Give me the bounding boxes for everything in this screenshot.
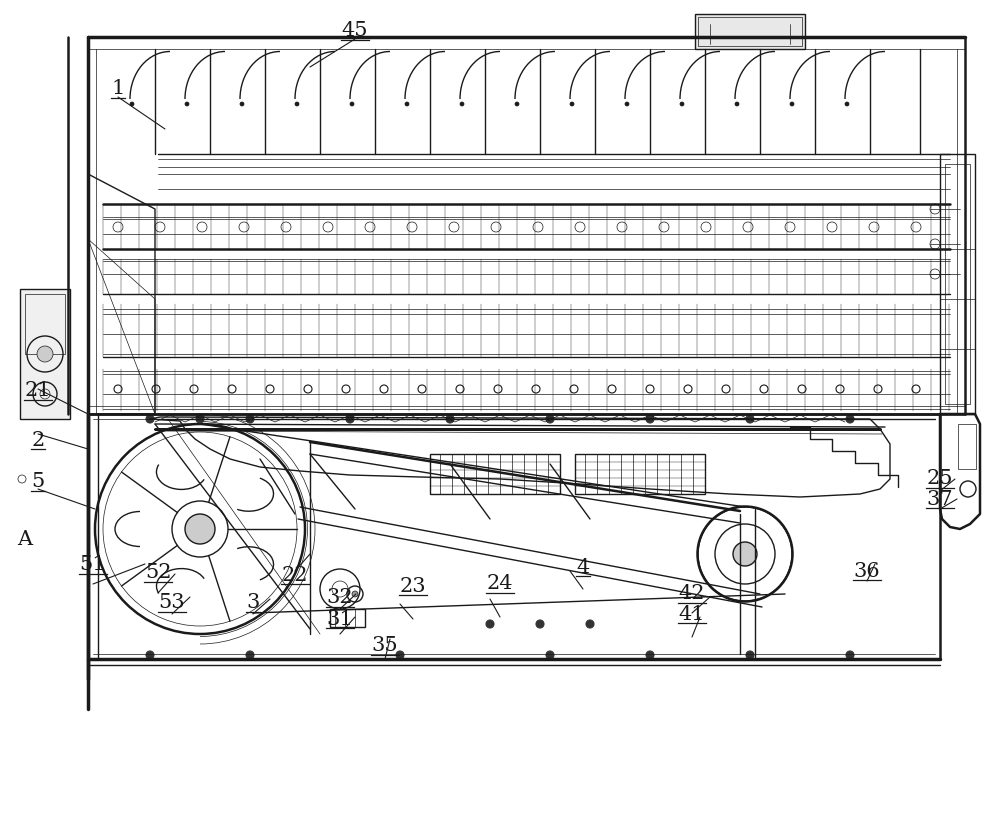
Circle shape <box>350 103 354 107</box>
Text: 4: 4 <box>576 557 590 576</box>
Text: 1: 1 <box>111 79 125 98</box>
Text: 5: 5 <box>31 472 45 490</box>
Text: 42: 42 <box>679 584 705 602</box>
Text: 35: 35 <box>372 636 398 654</box>
Circle shape <box>735 103 739 107</box>
Circle shape <box>536 620 544 629</box>
Circle shape <box>546 651 554 659</box>
Text: 53: 53 <box>159 593 185 611</box>
Circle shape <box>515 103 519 107</box>
Text: A: A <box>17 530 33 548</box>
Text: 2: 2 <box>31 431 45 449</box>
Circle shape <box>240 103 244 107</box>
Text: 45: 45 <box>342 22 368 40</box>
Text: 31: 31 <box>327 609 353 628</box>
Circle shape <box>352 591 358 597</box>
Circle shape <box>446 415 454 423</box>
Circle shape <box>733 543 757 566</box>
Text: 52: 52 <box>145 563 171 581</box>
Text: 36: 36 <box>854 562 880 580</box>
Circle shape <box>586 620 594 629</box>
Circle shape <box>146 651 154 659</box>
Bar <box>940 155 975 414</box>
Circle shape <box>846 415 854 423</box>
Circle shape <box>37 347 53 362</box>
Circle shape <box>405 103 409 107</box>
Circle shape <box>570 103 574 107</box>
Text: 25: 25 <box>927 469 953 487</box>
Circle shape <box>625 103 629 107</box>
Circle shape <box>846 651 854 659</box>
Circle shape <box>130 103 134 107</box>
Bar <box>958 424 976 470</box>
Bar <box>575 455 705 495</box>
Bar <box>20 289 70 419</box>
Circle shape <box>646 651 654 659</box>
Text: 51: 51 <box>80 555 106 573</box>
Circle shape <box>196 415 204 423</box>
Circle shape <box>246 651 254 659</box>
Circle shape <box>460 103 464 107</box>
Circle shape <box>546 415 554 423</box>
Circle shape <box>646 415 654 423</box>
Circle shape <box>246 415 254 423</box>
Circle shape <box>295 103 299 107</box>
Text: 23: 23 <box>400 576 426 595</box>
Circle shape <box>185 103 189 107</box>
Circle shape <box>746 651 754 659</box>
Circle shape <box>680 103 684 107</box>
Circle shape <box>146 415 154 423</box>
Circle shape <box>845 103 849 107</box>
Circle shape <box>486 620 494 629</box>
Bar <box>695 15 805 50</box>
Text: 21: 21 <box>25 381 51 399</box>
Circle shape <box>185 514 215 544</box>
Text: 32: 32 <box>327 588 353 606</box>
Text: 37: 37 <box>927 490 953 508</box>
Bar <box>945 165 970 404</box>
Circle shape <box>790 103 794 107</box>
Bar <box>25 294 65 355</box>
Circle shape <box>746 415 754 423</box>
Circle shape <box>396 651 404 659</box>
Text: 22: 22 <box>282 566 308 584</box>
Text: 24: 24 <box>487 574 513 592</box>
Bar <box>698 18 802 47</box>
Bar <box>430 455 560 495</box>
Text: 41: 41 <box>679 605 705 623</box>
Text: 3: 3 <box>246 593 260 611</box>
Bar <box>330 609 365 627</box>
Circle shape <box>346 415 354 423</box>
